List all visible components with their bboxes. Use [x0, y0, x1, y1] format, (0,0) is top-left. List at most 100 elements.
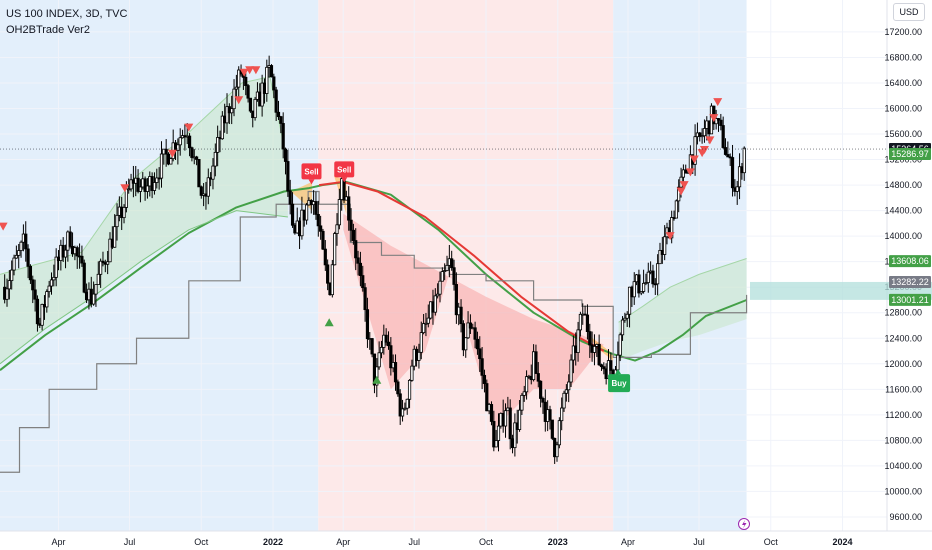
candle-body	[45, 291, 49, 308]
candle-body	[169, 158, 173, 165]
candle-body	[232, 88, 236, 110]
candle-body	[347, 196, 351, 221]
candle-body	[211, 165, 215, 180]
sell-triangle	[699, 145, 709, 154]
x-tick-label: Apr	[336, 537, 350, 547]
candle-body	[564, 389, 568, 394]
candle-body	[349, 219, 353, 231]
y-tick-label: 12400.00	[884, 333, 922, 343]
candle-body	[115, 214, 119, 228]
candle-body	[602, 366, 606, 370]
y-tick-label: 9600.00	[889, 512, 922, 522]
candle-body	[206, 177, 210, 197]
candle-body	[272, 76, 276, 91]
buy-triangle	[372, 375, 382, 384]
chart-legend: US 100 INDEX, 3D, TVC OH2BTrade Ver2	[6, 6, 127, 38]
symbol-title[interactable]: US 100 INDEX, 3D, TVC	[6, 8, 128, 20]
price-label-box	[889, 148, 931, 161]
candle-body	[620, 319, 625, 336]
y-tick-label: 17200.00	[884, 27, 922, 37]
candle-body	[588, 331, 592, 346]
candle-body	[379, 346, 384, 354]
candle-body	[592, 345, 597, 353]
signal-markers: Sell Sell Buy	[0, 66, 723, 393]
price-label-box	[889, 293, 931, 306]
candle-body	[108, 238, 112, 263]
candle-body	[700, 135, 704, 138]
candle-body	[365, 309, 370, 340]
candle-body	[335, 224, 339, 234]
candle-body	[10, 269, 14, 282]
candle-body	[63, 249, 68, 258]
candle-body	[279, 116, 283, 124]
candle-body	[82, 262, 86, 293]
candle-body	[693, 136, 697, 165]
candle-body	[464, 337, 468, 351]
candle-body	[702, 128, 707, 137]
candle-body	[386, 341, 391, 347]
candle-body	[319, 225, 323, 232]
buy-signal-label: Buy	[612, 379, 628, 388]
buy-triangle	[324, 318, 334, 327]
currency-button[interactable]: USD	[893, 3, 925, 21]
candle-body	[452, 267, 456, 285]
buy-signal: Buy	[608, 369, 631, 393]
candle-body	[129, 179, 133, 190]
candle-body	[548, 409, 552, 421]
candle-body	[14, 254, 18, 259]
candle-body	[663, 236, 667, 255]
sell-triangle	[689, 155, 699, 164]
sell-badge	[334, 161, 355, 178]
candle-body	[627, 286, 632, 315]
candle-body	[714, 118, 718, 125]
sell-triangle	[239, 68, 249, 77]
candle-body	[433, 295, 437, 313]
slow-ma-line	[0, 180, 747, 371]
sell-signal-label: Sell	[304, 167, 318, 176]
candle-body	[281, 123, 285, 150]
candle-body	[618, 334, 622, 356]
candle-body	[96, 273, 100, 285]
candle-body	[54, 256, 58, 278]
price-label-box	[889, 275, 931, 288]
candle-body	[246, 85, 250, 99]
buy-badge	[608, 374, 631, 393]
candle-body	[716, 118, 721, 121]
candle-body	[176, 144, 180, 151]
candle-body	[466, 322, 470, 339]
candle-body	[513, 422, 517, 449]
candle-body	[187, 135, 192, 149]
candle-body	[721, 125, 725, 148]
candle-body	[178, 137, 182, 146]
y-tick-label: 12000.00	[884, 359, 922, 369]
candle-body	[730, 157, 735, 189]
indicator-name[interactable]: OH2BTrade Ver2	[6, 24, 90, 36]
candle-body	[52, 276, 56, 281]
candle-body	[248, 97, 253, 112]
candle-body	[94, 284, 98, 295]
sell-triangle	[0, 222, 8, 231]
candle-body	[155, 177, 159, 183]
candle-body	[24, 233, 28, 250]
candle-body	[578, 313, 583, 331]
x-tick-label: 2023	[548, 537, 568, 547]
candle-body	[520, 394, 524, 411]
candle-body	[674, 200, 678, 219]
candle-body	[550, 419, 554, 439]
sell-triangle	[665, 232, 675, 241]
candle-body	[199, 186, 203, 196]
candle-body	[75, 247, 79, 257]
candle-body	[80, 255, 84, 264]
y-tick-label: 10000.00	[884, 486, 922, 496]
sell-triangle	[120, 184, 130, 193]
candle-body	[400, 408, 405, 417]
candle-body	[524, 376, 529, 393]
candle-body	[225, 106, 229, 124]
candle-body	[473, 327, 477, 340]
candle-body	[651, 270, 655, 285]
candle-body	[321, 230, 325, 250]
candle-body	[562, 392, 566, 409]
